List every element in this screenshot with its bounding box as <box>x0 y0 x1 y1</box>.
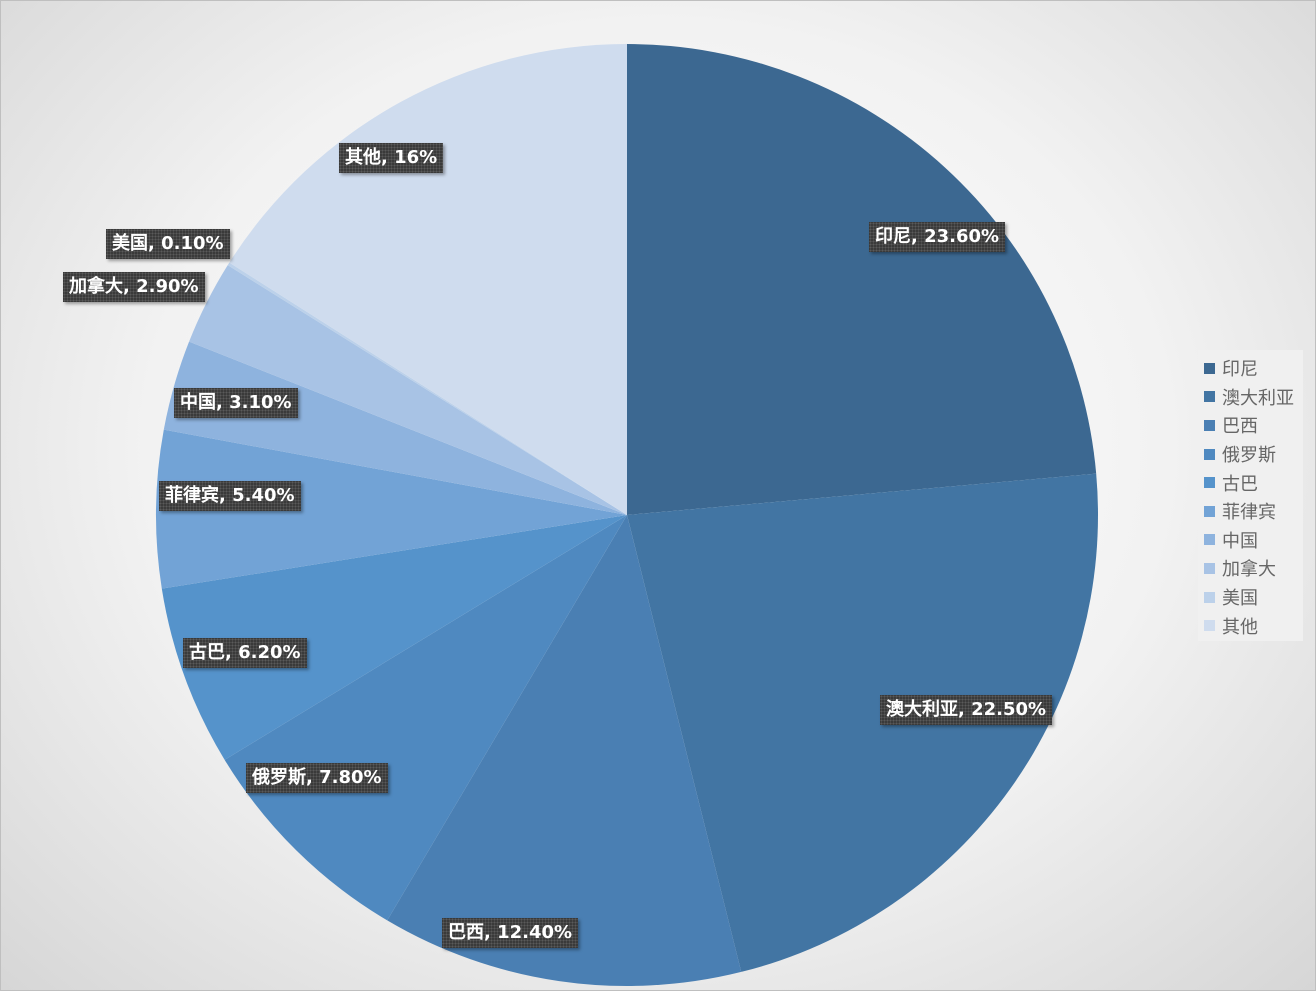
legend-item-0: 印尼 <box>1204 354 1303 383</box>
data-label-8: 美国, 0.10% <box>106 229 230 259</box>
legend-label-8: 美国 <box>1222 588 1258 610</box>
pie-slice-4 <box>161 515 628 760</box>
legend-item-8: 美国 <box>1204 583 1303 612</box>
data-label-6: 中国, 3.10% <box>174 388 298 418</box>
legend-label-2: 巴西 <box>1222 416 1258 438</box>
legend-swatch-2 <box>1204 419 1215 431</box>
legend-label-5: 菲律宾 <box>1222 502 1276 524</box>
pie-slice-9 <box>229 44 627 515</box>
legend-swatch-6 <box>1204 534 1215 546</box>
data-label-1: 澳大利亚, 22.50% <box>880 695 1053 725</box>
pie-slice-7 <box>189 265 627 515</box>
legend-item-9: 其他 <box>1204 611 1303 640</box>
pie-slice-6 <box>163 341 628 515</box>
pie-slice-5 <box>156 429 627 589</box>
pie-slice-0 <box>627 44 1097 515</box>
legend-swatch-0 <box>1204 362 1215 374</box>
legend-item-4: 古巴 <box>1204 468 1303 497</box>
data-label-9: 其他, 16% <box>339 143 444 173</box>
legend-label-4: 古巴 <box>1222 473 1258 495</box>
data-label-2: 巴西, 12.40% <box>442 918 579 948</box>
data-label-3: 俄罗斯, 7.80% <box>246 763 388 793</box>
pie-slice-2 <box>387 515 742 986</box>
legend-swatch-8 <box>1204 591 1215 603</box>
legend: 印尼澳大利亚巴西俄罗斯古巴菲律宾中国加拿大美国其他 <box>1198 350 1303 641</box>
legend-swatch-1 <box>1204 391 1215 403</box>
legend-item-2: 巴西 <box>1204 411 1303 440</box>
legend-label-6: 中国 <box>1222 530 1258 552</box>
legend-swatch-5 <box>1204 505 1215 517</box>
legend-label-9: 其他 <box>1222 616 1258 638</box>
legend-label-0: 印尼 <box>1222 359 1258 381</box>
data-label-4: 古巴, 6.20% <box>183 638 307 668</box>
legend-item-1: 澳大利亚 <box>1204 383 1303 412</box>
legend-item-5: 菲律宾 <box>1204 497 1303 526</box>
legend-swatch-7 <box>1204 562 1215 574</box>
legend-swatch-4 <box>1204 477 1215 489</box>
legend-label-7: 加拿大 <box>1222 559 1276 581</box>
pie-slice-1 <box>627 473 1099 972</box>
pie-slice-3 <box>224 515 627 921</box>
legend-swatch-9 <box>1204 620 1215 632</box>
legend-item-6: 中国 <box>1204 526 1303 555</box>
data-label-7: 加拿大, 2.90% <box>63 272 205 302</box>
legend-swatch-3 <box>1204 448 1215 460</box>
legend-label-3: 俄罗斯 <box>1222 445 1276 467</box>
legend-label-1: 澳大利亚 <box>1222 387 1294 409</box>
legend-item-7: 加拿大 <box>1204 554 1303 583</box>
pie-slice-8 <box>227 262 628 515</box>
data-label-0: 印尼, 23.60% <box>869 222 1006 252</box>
data-label-5: 菲律宾, 5.40% <box>159 481 301 511</box>
legend-item-3: 俄罗斯 <box>1204 440 1303 469</box>
